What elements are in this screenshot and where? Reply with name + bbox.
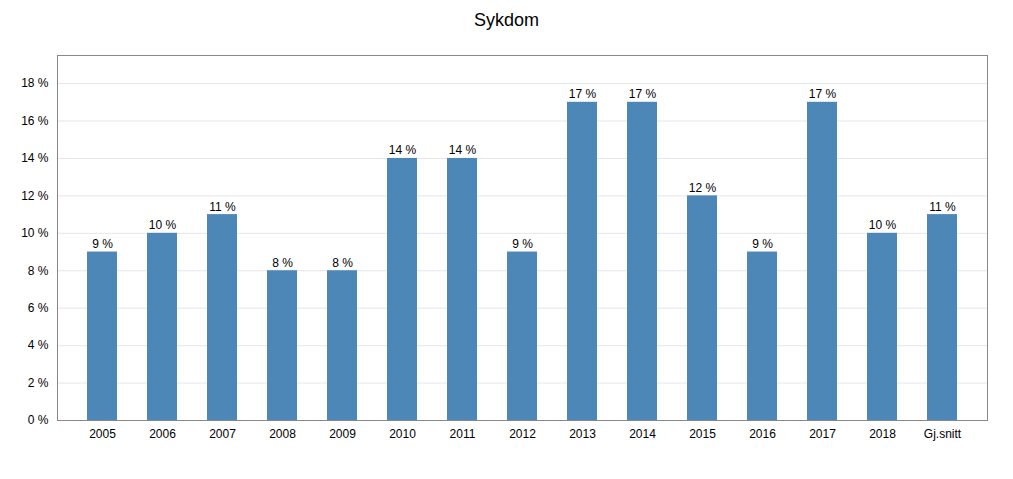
svg-text:18 %: 18 % [21,76,49,90]
svg-text:8 %: 8 % [272,256,293,270]
svg-text:9 %: 9 % [512,237,533,251]
svg-text:9 %: 9 % [752,237,773,251]
svg-text:0 %: 0 % [27,413,48,427]
svg-text:9 %: 9 % [92,237,113,251]
svg-text:11 %: 11 % [209,200,236,214]
svg-text:14 %: 14 % [388,143,416,157]
svg-text:14 %: 14 % [448,143,476,157]
svg-text:16 %: 16 % [21,114,49,128]
svg-text:2009: 2009 [329,427,356,441]
svg-text:17 %: 17 % [568,87,596,101]
svg-text:2013: 2013 [569,427,596,441]
svg-text:17 %: 17 % [628,87,656,101]
html-text:Sykdom: Sykdom [474,10,539,30]
svg-text:6 %: 6 % [27,301,48,315]
svg-text:2005: 2005 [89,427,116,441]
svg-text:2017: 2017 [809,427,836,441]
svg-text:14 %: 14 % [21,151,49,165]
svg-text:12 %: 12 % [688,181,716,195]
svg-text:17 %: 17 % [808,87,836,101]
svg-text:10 %: 10 % [21,226,49,240]
svg-text:2018: 2018 [869,427,896,441]
svg-text:11 %: 11 % [929,200,956,214]
svg-text:10 %: 10 % [148,218,176,232]
svg-text:2010: 2010 [389,427,416,441]
svg-text:2016: 2016 [749,427,776,441]
svg-text:2014: 2014 [629,427,656,441]
svg-text:2015: 2015 [689,427,716,441]
svg-text:2 %: 2 % [27,376,48,390]
svg-text:Gj.snitt: Gj.snitt [923,427,961,441]
svg-text:4 %: 4 % [27,338,48,352]
svg-text:2012: 2012 [509,427,536,441]
svg-text:8 %: 8 % [27,264,48,278]
svg-text:2008: 2008 [269,427,296,441]
svg-text:2006: 2006 [149,427,176,441]
svg-text:12 %: 12 % [21,189,49,203]
svg-text:8 %: 8 % [332,256,353,270]
svg-text:10 %: 10 % [868,218,896,232]
svg-text:2011: 2011 [449,427,475,441]
svg-text:2007: 2007 [209,427,236,441]
